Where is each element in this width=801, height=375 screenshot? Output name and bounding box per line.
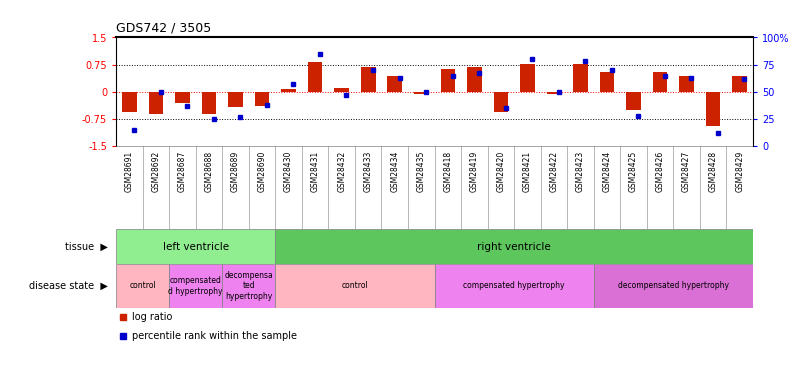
Text: GSM28419: GSM28419 (470, 150, 479, 192)
Text: GSM28418: GSM28418 (443, 150, 453, 192)
Text: GSM28432: GSM28432 (337, 150, 346, 192)
Text: GSM28431: GSM28431 (311, 150, 320, 192)
Text: decompensated hypertrophy: decompensated hypertrophy (618, 281, 729, 290)
Bar (574, 64, 588, 92)
Bar (334, 87, 349, 92)
Bar (732, 76, 747, 92)
Bar (361, 67, 376, 92)
Text: GDS742 / 3505: GDS742 / 3505 (116, 22, 211, 35)
Bar (223, 264, 276, 308)
Text: GSM28687: GSM28687 (178, 150, 187, 192)
Bar (202, 92, 216, 114)
Text: control: control (341, 281, 368, 290)
Bar (169, 264, 223, 308)
Bar (594, 264, 753, 308)
Bar (281, 89, 296, 92)
Text: GSM28424: GSM28424 (602, 150, 611, 192)
Bar (520, 64, 535, 92)
Bar (116, 229, 276, 264)
Text: GSM28421: GSM28421 (523, 150, 532, 192)
Bar (414, 92, 429, 94)
Bar (276, 264, 434, 308)
Text: disease state  ▶: disease state ▶ (30, 281, 108, 291)
Bar (441, 69, 455, 92)
Bar (175, 92, 190, 104)
Text: GSM28692: GSM28692 (151, 150, 160, 192)
Bar (122, 92, 137, 112)
Bar (434, 264, 594, 308)
Bar (228, 92, 243, 107)
Text: GSM28429: GSM28429 (735, 150, 744, 192)
Bar (276, 229, 753, 264)
Bar (546, 92, 562, 94)
Text: GSM28426: GSM28426 (655, 150, 665, 192)
Bar (653, 72, 667, 92)
Text: left ventricle: left ventricle (163, 242, 229, 252)
Text: GSM28428: GSM28428 (709, 150, 718, 192)
Text: control: control (129, 281, 156, 290)
Bar (149, 92, 163, 114)
Text: tissue  ▶: tissue ▶ (65, 242, 108, 252)
Text: GSM28689: GSM28689 (231, 150, 240, 192)
Text: GSM28690: GSM28690 (258, 150, 267, 192)
Text: GSM28688: GSM28688 (204, 150, 214, 192)
Text: compensated hypertrophy: compensated hypertrophy (464, 281, 565, 290)
Bar (679, 76, 694, 92)
Text: GSM28427: GSM28427 (682, 150, 691, 192)
Text: GSM28691: GSM28691 (125, 150, 134, 192)
Bar (308, 62, 323, 92)
Bar (467, 67, 481, 92)
Bar (255, 92, 269, 106)
Text: compensated
d hypertrophy: compensated d hypertrophy (168, 276, 223, 296)
Bar (493, 92, 508, 112)
Text: log ratio: log ratio (132, 312, 172, 322)
Text: percentile rank within the sample: percentile rank within the sample (132, 331, 297, 340)
Text: GSM28433: GSM28433 (364, 150, 372, 192)
Bar (600, 72, 614, 92)
Text: GSM28422: GSM28422 (549, 150, 558, 192)
Bar (706, 92, 720, 126)
Text: right ventricle: right ventricle (477, 242, 551, 252)
Bar (388, 76, 402, 92)
Bar (116, 264, 169, 308)
Text: GSM28425: GSM28425 (629, 150, 638, 192)
Bar (626, 92, 641, 110)
Text: GSM28423: GSM28423 (576, 150, 585, 192)
Text: decompensa
ted
hypertrophy: decompensa ted hypertrophy (224, 271, 273, 301)
Text: GSM28435: GSM28435 (417, 150, 426, 192)
Text: GSM28420: GSM28420 (497, 150, 505, 192)
Text: GSM28434: GSM28434 (390, 150, 399, 192)
Text: GSM28430: GSM28430 (284, 150, 293, 192)
